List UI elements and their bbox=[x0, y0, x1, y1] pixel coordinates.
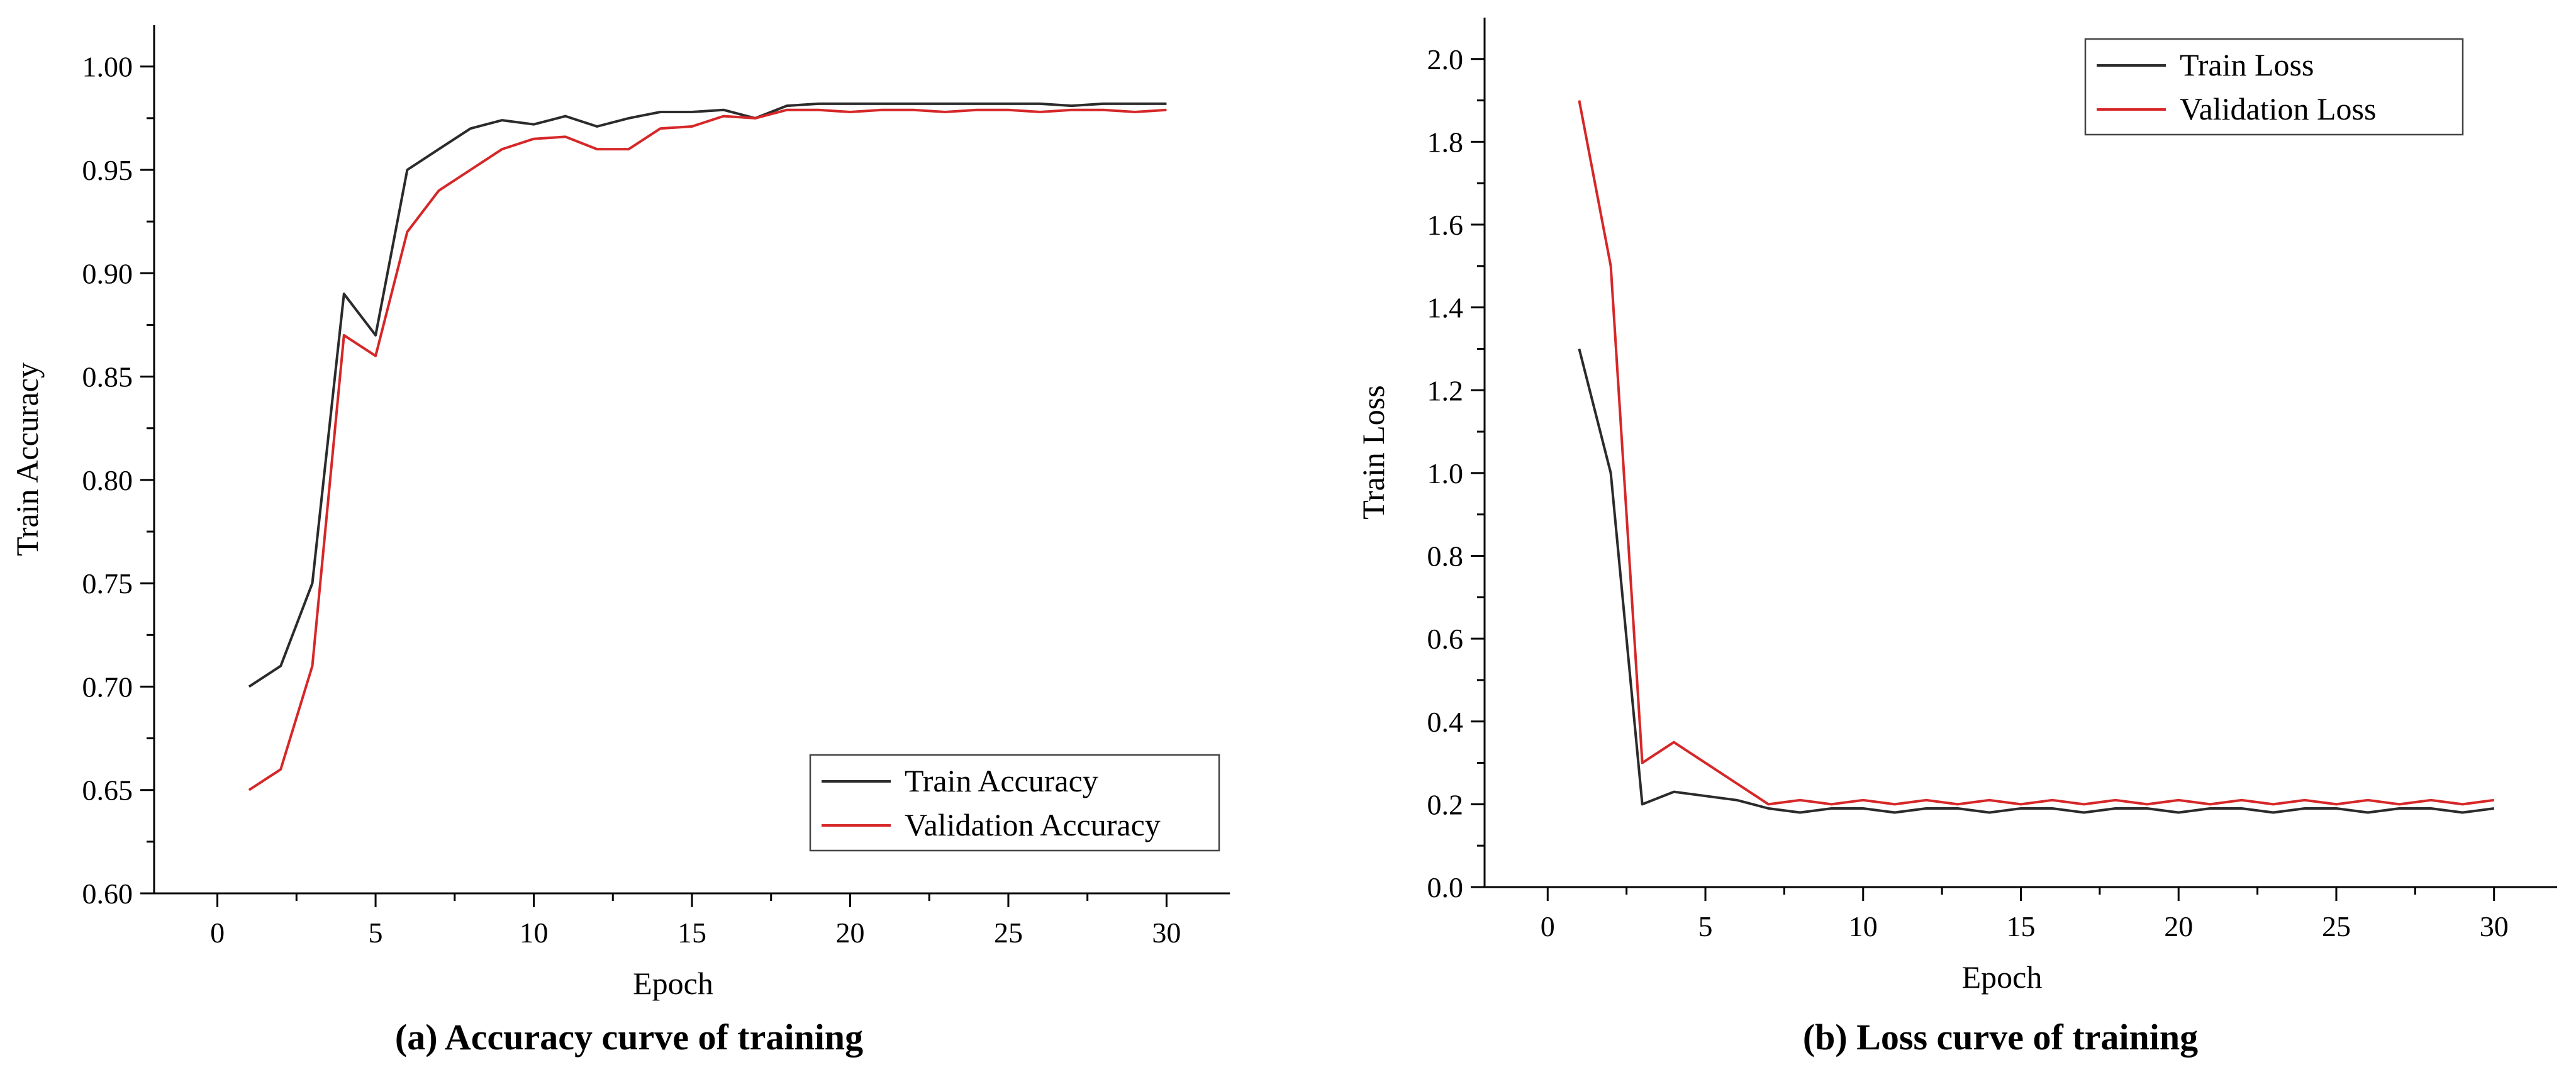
y-axis-title: Train Accuracy bbox=[9, 362, 45, 556]
x-tick-label: 15 bbox=[2007, 910, 2036, 942]
x-tick-label: 30 bbox=[2480, 910, 2509, 942]
y-tick-label: 0.8 bbox=[1427, 540, 1464, 573]
accuracy-chart: 0 5 10 15 20 25 30 0.60 0.65 0.70 0.75 0.80 0.85 0.90… bbox=[9, 25, 1230, 1058]
y-tick-label: 0.70 bbox=[82, 671, 133, 703]
y-tick-label: 1.8 bbox=[1427, 126, 1464, 158]
x-tick-label: 0 bbox=[210, 917, 225, 949]
loss-chart: 0 5 10 15 20 25 30 0.0 0.2 0.4 0.6 0.8 1.0 1.2 1.4 1.6 1… bbox=[1356, 18, 2557, 1058]
y-tick-label: 0.65 bbox=[82, 774, 133, 807]
series-line-1 bbox=[248, 108, 1167, 791]
x-tick-label: 20 bbox=[2164, 910, 2193, 942]
y-tick-label: 1.6 bbox=[1427, 209, 1464, 241]
x-axis-title: Epoch bbox=[1962, 959, 2043, 995]
legend-label: Validation Accuracy bbox=[905, 807, 1161, 842]
x-tick-label: 15 bbox=[677, 917, 706, 949]
y-tick-label: 0.85 bbox=[82, 361, 133, 393]
y-tick-label: 0.75 bbox=[82, 567, 133, 600]
x-tick-label: 0 bbox=[1541, 910, 1555, 942]
x-tick-label: 20 bbox=[835, 917, 864, 949]
series-line-0 bbox=[1578, 349, 2494, 814]
figure-caption: (a) Accuracy curve of training bbox=[395, 1017, 863, 1058]
y-tick-label: 0.80 bbox=[82, 464, 133, 496]
x-axis-title: Epoch bbox=[633, 966, 713, 1001]
x-tick-label: 10 bbox=[520, 917, 549, 949]
series-line-0 bbox=[248, 102, 1167, 688]
y-tick-label: 1.4 bbox=[1427, 292, 1464, 324]
y-tick-label: 0.90 bbox=[82, 257, 133, 289]
y-tick-label: 1.0 bbox=[1427, 457, 1464, 489]
x-tick-label: 5 bbox=[1698, 910, 1713, 942]
x-tick-label: 10 bbox=[1849, 910, 1878, 942]
legend: Train Accuracy Validation Accuracy bbox=[809, 754, 1220, 852]
y-tick-label: 0.95 bbox=[82, 154, 133, 186]
y-tick-label: 0.2 bbox=[1427, 788, 1464, 820]
legend-label: Validation Loss bbox=[2180, 91, 2376, 126]
y-tick-label: 0.60 bbox=[82, 878, 133, 910]
x-tick-label: 5 bbox=[369, 917, 383, 949]
y-tick-label: 0.0 bbox=[1427, 871, 1464, 903]
legend-label: Train Accuracy bbox=[905, 763, 1098, 798]
x-tick-label: 25 bbox=[994, 917, 1023, 949]
figure-caption: (b) Loss curve of training bbox=[1803, 1017, 2198, 1058]
x-tick-label: 25 bbox=[2322, 910, 2351, 942]
y-tick-label: 0.6 bbox=[1427, 623, 1464, 655]
y-axis-title: Train Loss bbox=[1356, 385, 1391, 519]
legend-box bbox=[809, 754, 1220, 852]
x-tick-label: 30 bbox=[1152, 917, 1181, 949]
y-tick-label: 1.2 bbox=[1427, 374, 1464, 406]
series-line-1 bbox=[1578, 100, 2494, 806]
y-tick-label: 0.4 bbox=[1427, 706, 1464, 738]
legend-box bbox=[2084, 38, 2464, 136]
y-tick-label: 2.0 bbox=[1427, 43, 1464, 75]
legend-label: Train Loss bbox=[2180, 47, 2314, 82]
legend: Train Loss Validation Loss bbox=[2084, 38, 2464, 136]
y-tick-label: 1.00 bbox=[82, 51, 133, 83]
